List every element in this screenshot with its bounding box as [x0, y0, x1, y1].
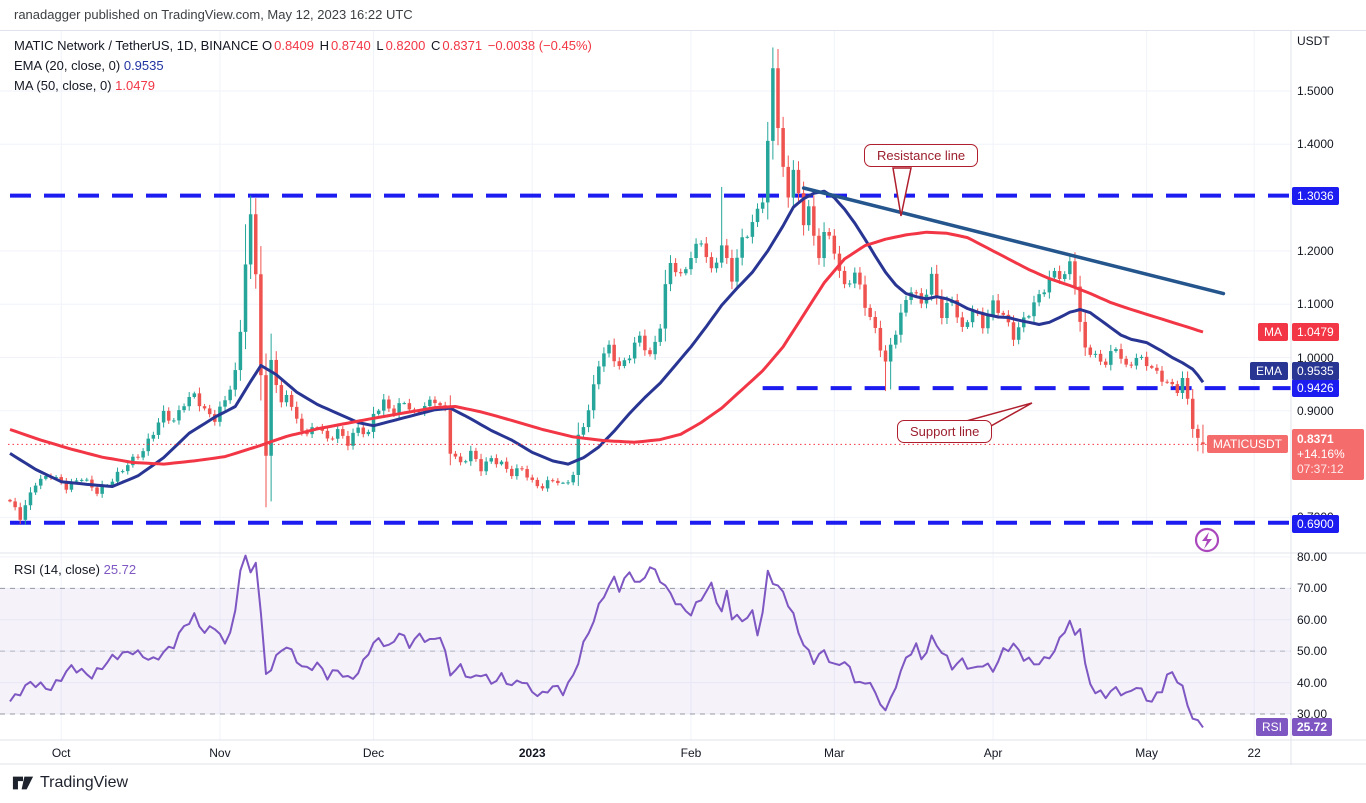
axis-currency-label: USDT	[1297, 34, 1330, 48]
ema20-line[interactable]	[9, 189, 1205, 488]
time-axis-label-22: 22	[1247, 746, 1261, 760]
tradingview-attribution[interactable]: TradingView	[12, 773, 128, 793]
ma-legend-row[interactable]: MA (50, close, 0) 1.0479	[14, 76, 594, 96]
time-axis-label-oct: Oct	[51, 746, 71, 760]
level-badge: 0.6900	[1292, 514, 1339, 533]
publisher-bar: ranadagger published on TradingView.com,…	[0, 0, 1366, 31]
price-tick-label: 1.4000	[1297, 137, 1334, 152]
rsi-tick-label: 80.00	[1297, 549, 1328, 564]
rsi-tick-label: 30.00	[1297, 707, 1328, 721]
time-axis-label-feb: Feb	[680, 746, 702, 760]
symbol-title: MATIC Network / TetherUS, 1D, BINANCE	[14, 38, 259, 53]
ema-value: 0.9535	[123, 58, 164, 73]
rsi-tick-label: 40.00	[1297, 675, 1328, 690]
rsi-chip: RSI	[1255, 718, 1288, 737]
time-axis-label-nov: Nov	[209, 746, 231, 760]
price-tick-label: 1.2000	[1297, 243, 1334, 258]
rsi-value: 25.72	[103, 562, 137, 577]
resistance-callout-tail	[892, 167, 912, 217]
rsi-line[interactable]	[9, 554, 1204, 728]
rsi-tick-label: 50.00	[1297, 644, 1328, 659]
candles	[8, 47, 1205, 525]
ema-label: EMA (20, close, 0)	[14, 58, 121, 73]
price-tick-label: 1.0000	[1297, 350, 1334, 365]
price-tick-label: 1.1000	[1297, 297, 1334, 312]
price-chart-canvas[interactable]	[0, 0, 1366, 765]
ma50-line[interactable]	[9, 230, 1204, 466]
change-value: −0.0038 (−0.45%)	[487, 38, 592, 53]
ema-legend-row[interactable]: EMA (20, close, 0) 0.9535	[14, 56, 594, 76]
ohlc-values: O 0.8409 H 0.8740 L 0.8200 C 0.8371 −0.0038 …	[262, 38, 592, 53]
rsi-label: RSI (14, close)	[14, 562, 100, 577]
publisher-text: ranadagger published on TradingView.com,…	[14, 7, 413, 22]
resistance-line-callout[interactable]: Resistance line	[864, 144, 979, 167]
ma-chip: MA	[1258, 322, 1288, 341]
level-badge: 0.9426	[1292, 379, 1339, 398]
time-axis-label-may: May	[1135, 746, 1158, 760]
price-tick-label: 1.5000	[1297, 84, 1334, 98]
time-axis-label-dec: Dec	[362, 746, 385, 760]
ma-value: 1.0479	[115, 78, 155, 93]
symbol-chip: MATICUSDT	[1206, 435, 1288, 454]
rsi-legend-row[interactable]: RSI (14, close) 25.72	[14, 562, 136, 577]
tradingview-logo-icon	[12, 776, 34, 790]
lightning-icon-bolt	[1202, 532, 1212, 549]
time-axis-label-2023: 2023	[518, 746, 546, 760]
tradingview-brand-text: TradingView	[40, 774, 129, 791]
ema-chip: EMA	[1249, 362, 1288, 380]
symbol-price-badge: 0.8371 +14.16% 07:37:12	[1292, 429, 1364, 481]
footer-bar: TradingView	[0, 765, 1366, 803]
ma-label: MA (50, close, 0)	[14, 78, 112, 93]
support-line-callout[interactable]: Support line	[897, 420, 993, 443]
time-axis-label-mar: Mar	[823, 746, 845, 760]
rsi-tick-label: 70.00	[1297, 581, 1328, 596]
ema-value-badge: 0.9535	[1292, 362, 1339, 380]
rsi-value-badge: 25.72	[1292, 718, 1333, 737]
rsi-band	[0, 588, 1291, 714]
price-tick-label: 0.9000	[1297, 403, 1334, 418]
ma-value-badge: 1.0479	[1292, 322, 1339, 341]
resistance-trendline[interactable]	[801, 186, 1226, 296]
level-badge: 1.3036	[1292, 186, 1339, 205]
time-axis-label-apr: Apr	[983, 746, 1003, 760]
rsi-tick-label: 60.00	[1297, 612, 1328, 627]
